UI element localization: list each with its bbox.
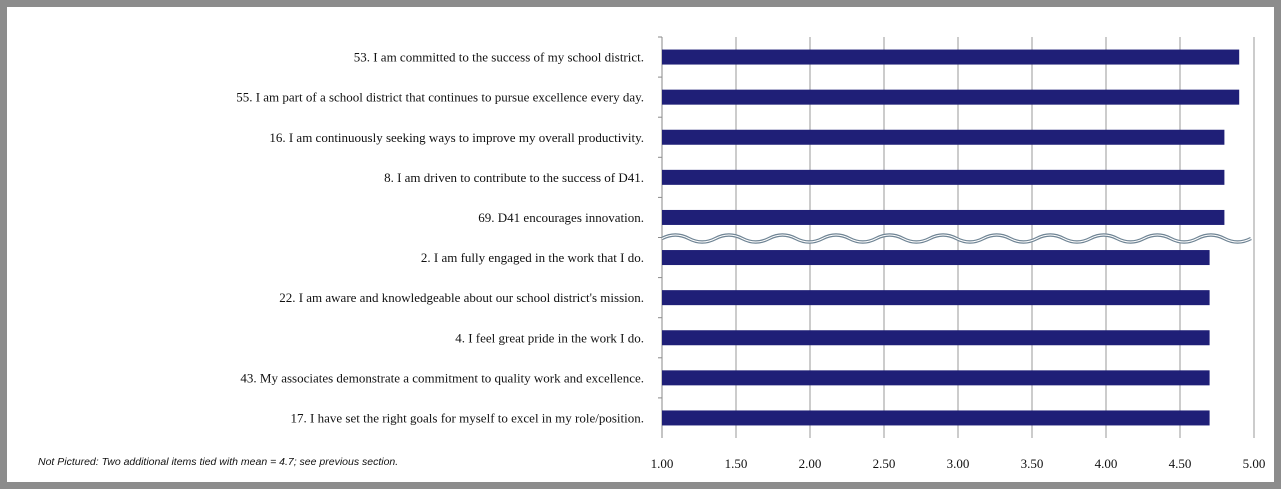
bar-9 bbox=[662, 410, 1210, 426]
x-tick-label-6: 4.00 bbox=[1095, 456, 1118, 471]
bar-8 bbox=[662, 370, 1210, 386]
category-label-1: 55. I am part of a school district that … bbox=[236, 90, 644, 105]
footnote: Not Pictured: Two additional items tied … bbox=[38, 456, 399, 468]
category-label-4: 69. D41 encourages innovation. bbox=[478, 210, 644, 225]
bar-6 bbox=[662, 290, 1210, 306]
x-tick-label-8: 5.00 bbox=[1243, 456, 1266, 471]
x-tick-label-0: 1.00 bbox=[651, 456, 674, 471]
bar-5 bbox=[662, 250, 1210, 266]
category-label-0: 53. I am committed to the success of my … bbox=[354, 50, 644, 65]
category-label-8: 43. My associates demonstrate a commitme… bbox=[240, 370, 644, 385]
x-tick-label-7: 4.50 bbox=[1169, 456, 1192, 471]
bar-7 bbox=[662, 330, 1210, 346]
x-tick-label-1: 1.50 bbox=[725, 456, 748, 471]
x-tick-label-5: 3.50 bbox=[1021, 456, 1044, 471]
bar-4 bbox=[662, 209, 1225, 225]
category-label-2: 16. I am continuously seeking ways to im… bbox=[269, 130, 644, 145]
x-tick-label-2: 2.00 bbox=[799, 456, 822, 471]
bar-1 bbox=[662, 89, 1240, 105]
category-label-3: 8. I am driven to contribute to the succ… bbox=[384, 170, 644, 185]
category-label-7: 4. I feel great pride in the work I do. bbox=[455, 330, 644, 345]
bar-0 bbox=[662, 49, 1240, 65]
x-tick-label-4: 3.00 bbox=[947, 456, 970, 471]
axis-break-wave-highlight bbox=[661, 234, 1252, 243]
bar-3 bbox=[662, 169, 1225, 185]
bar-2 bbox=[662, 129, 1225, 145]
x-tick-label-3: 2.50 bbox=[873, 456, 896, 471]
category-label-6: 22. I am aware and knowledgeable about o… bbox=[279, 290, 644, 305]
category-label-9: 17. I have set the right goals for mysel… bbox=[291, 410, 644, 425]
category-label-5: 2. I am fully engaged in the work that I… bbox=[421, 250, 644, 265]
